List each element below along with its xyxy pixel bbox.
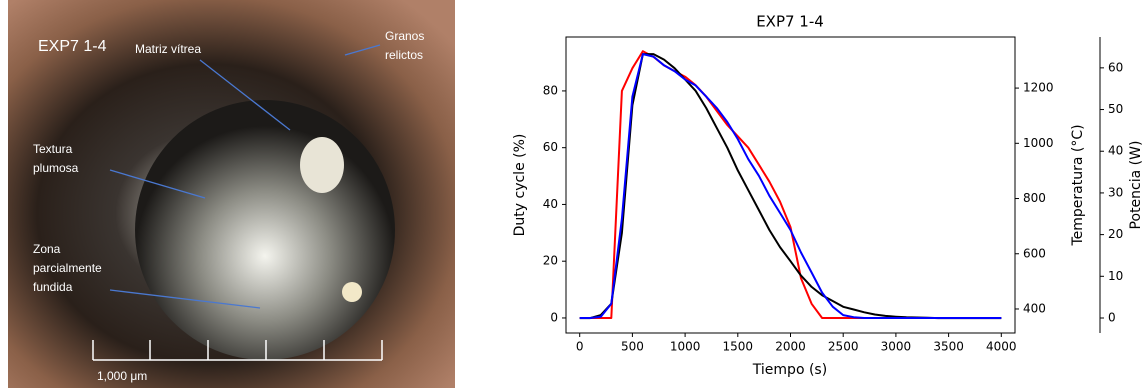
- photo-label: EXP7 1-4: [38, 38, 107, 55]
- y-tick-label: 60: [543, 140, 558, 154]
- y3-tick-label: 0: [1108, 310, 1116, 324]
- series-line: [579, 53, 1002, 320]
- y2-tick-label: 600: [1023, 246, 1046, 260]
- y3-tick-label: 40: [1108, 144, 1123, 158]
- y2-tick-label: 800: [1023, 191, 1046, 205]
- y3-tick-label: 50: [1108, 102, 1123, 116]
- annotation: Textura: [33, 142, 73, 156]
- x-tick-label: 2000: [775, 340, 806, 354]
- y-tick-label: 80: [543, 83, 558, 97]
- photo: EXP7 1-4 Matriz vítrea Granos relictos T…: [8, 0, 455, 388]
- series-line: [579, 53, 1002, 319]
- chart-title: EXP7 1-4: [756, 13, 824, 31]
- y3-tick-label: 30: [1108, 185, 1123, 199]
- y3-tick-label: 10: [1108, 269, 1123, 283]
- x-tick-label: 0: [576, 340, 584, 354]
- x-tick-label: 3500: [933, 340, 964, 354]
- y3-tick-label: 20: [1108, 227, 1123, 241]
- y2-tick-label: 1200: [1023, 81, 1054, 95]
- annotation: parcialmente: [33, 261, 102, 275]
- glass-spot: [300, 137, 344, 193]
- scale-label: 1,000 μm: [97, 369, 147, 383]
- chart: EXP7 1-4 Tiempo (s) Duty cycle (%) Tempe…: [512, 13, 1144, 379]
- x-axis-label: Tiempo (s): [752, 362, 827, 378]
- y2-tick-label: 400: [1023, 301, 1046, 315]
- annotation: Granos: [385, 29, 424, 43]
- y2-axis-label: Temperatura (°C): [1070, 124, 1086, 246]
- annotation: fundida: [33, 280, 73, 294]
- y3-tick-label: 60: [1108, 60, 1123, 74]
- y-axis-label: Duty cycle (%): [512, 134, 528, 237]
- y-tick-label: 20: [543, 254, 558, 268]
- annotation: plumosa: [33, 161, 79, 175]
- scale-bar: [92, 340, 383, 361]
- x-tick-label: 1500: [723, 340, 754, 354]
- x-tick-label: 4000: [986, 340, 1017, 354]
- arrows: [109, 44, 381, 309]
- y-tick-label: 40: [543, 197, 558, 211]
- series-line: [579, 50, 1002, 319]
- annotation: Matriz vítrea: [135, 42, 201, 56]
- annotation: Zona: [33, 242, 61, 256]
- x-tick-label: 500: [621, 340, 644, 354]
- plot-frame: [565, 36, 1016, 334]
- annotation: relictos: [385, 48, 423, 62]
- sample-core: [135, 100, 395, 360]
- y3-axis-label: Potencia (W): [1128, 141, 1144, 230]
- y2-tick-label: 1000: [1023, 136, 1054, 150]
- bright-spot: [342, 282, 362, 302]
- x-tick-label: 2500: [828, 340, 859, 354]
- x-tick-label: 1000: [670, 340, 701, 354]
- x-tick-label: 3000: [881, 340, 912, 354]
- y-tick-label: 0: [550, 310, 558, 324]
